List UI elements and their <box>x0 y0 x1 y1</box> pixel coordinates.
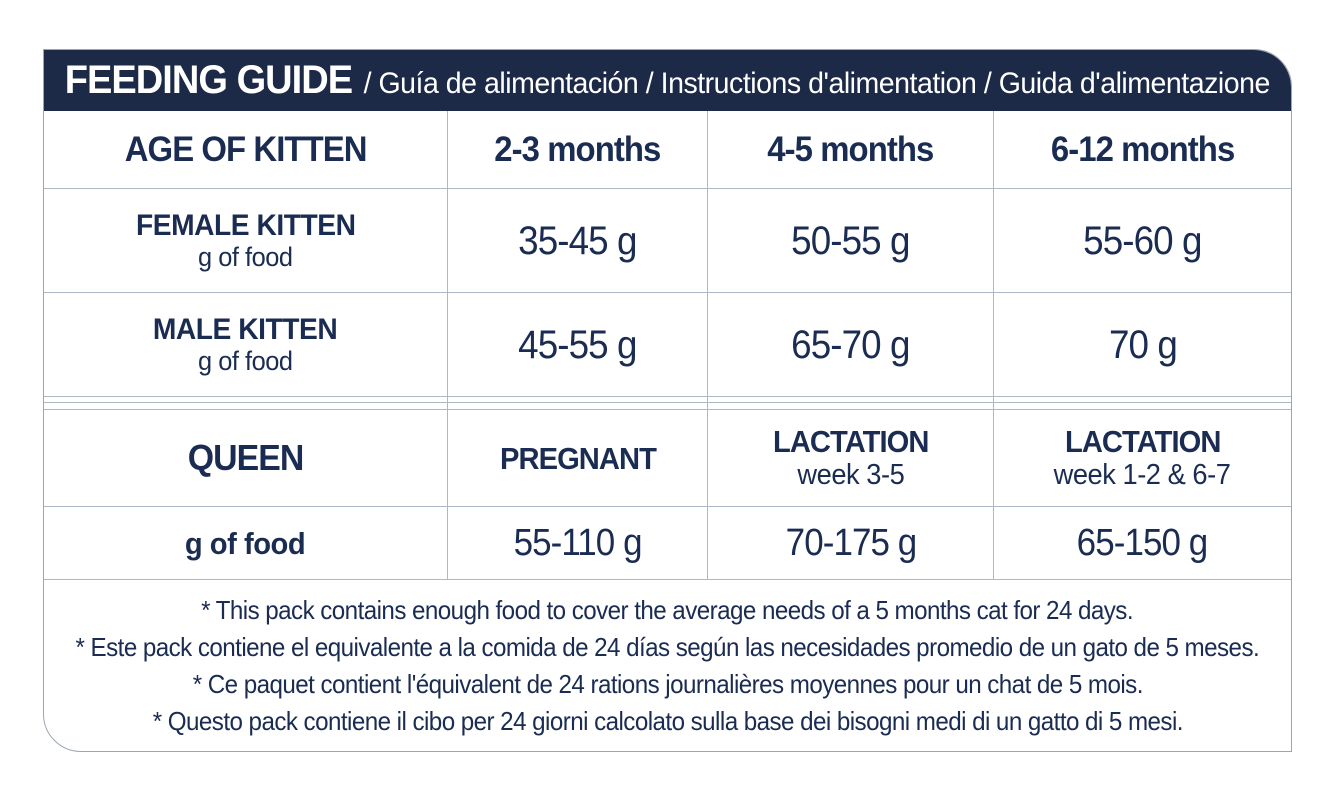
queen-food-value-cell: 65-150 g <box>992 507 1291 579</box>
age-column-label: 2-3 months <box>494 130 662 169</box>
female-kitten-value-cell: 55-60 g <box>992 189 1291 292</box>
female-kitten-value-cell: 50-55 g <box>707 189 993 292</box>
female-kitten-value-cell: 35-45 g <box>446 189 708 292</box>
male-kitten-value-cell: 65-70 g <box>707 293 993 396</box>
feeding-guide-label: FEEDING GUIDE / Guía de alimentación / I… <box>43 49 1292 752</box>
header-subtitle: / Guía de alimentación / Instructions d'… <box>363 67 1271 100</box>
food-amount-value: 55-110 g <box>513 522 643 564</box>
pregnant-label: PREGNANT <box>499 440 657 476</box>
footnotes-section: * This pack contains enough food to cove… <box>44 579 1291 751</box>
header-title: FEEDING GUIDE <box>64 58 353 102</box>
lactation-week-sublabel: week 1-2 & 6-7 <box>1054 459 1231 491</box>
food-amount-value: 70-175 g <box>785 522 917 564</box>
age-column-label: 4-5 months <box>767 130 935 169</box>
footnote-en: * This pack contains enough food to cove… <box>201 594 1134 625</box>
header-text: FEEDING GUIDE / Guía de alimentación / I… <box>64 58 1271 103</box>
age-of-kitten-header-cell: AGE OF KITTEN <box>44 111 447 188</box>
queen-food-value-cell: 55-110 g <box>446 507 708 579</box>
lactation-week-3-5-cell: LACTATION week 3-5 <box>707 410 993 506</box>
footnote-es: * Este pack contiene el equivalente a la… <box>75 631 1260 662</box>
food-amount-value: 45-55 g <box>518 322 637 367</box>
header-band: FEEDING GUIDE / Guía de alimentación / I… <box>44 50 1291 111</box>
age-header-row: AGE OF KITTEN 2-3 months 4-5 months 6-12… <box>44 111 1291 188</box>
male-kitten-header-cell: MALE KITTEN g of food <box>44 293 447 396</box>
age-column-label: 6-12 months <box>1050 130 1235 169</box>
g-of-food-header-cell: g of food <box>44 507 447 579</box>
female-kitten-header-cell: FEMALE KITTEN g of food <box>44 189 447 292</box>
food-amount-value: 55-60 g <box>1083 218 1202 263</box>
female-kitten-row: FEMALE KITTEN g of food 35-45 g 50-55 g … <box>44 188 1291 292</box>
lactation-label: LACTATION <box>772 424 929 459</box>
male-kitten-value-cell: 70 g <box>992 293 1291 396</box>
male-kitten-value-cell: 45-55 g <box>446 293 708 396</box>
lactation-week-1-2-6-7-cell: LACTATION week 1-2 & 6-7 <box>992 410 1291 506</box>
food-amount-value: 35-45 g <box>518 218 637 263</box>
footnote-it: * Questo pack contiene il cibo per 24 gi… <box>152 705 1183 736</box>
divider-cell <box>44 397 447 409</box>
food-amount-value: 70 g <box>1108 322 1177 367</box>
queen-food-value-cell: 70-175 g <box>707 507 993 579</box>
divider-cell <box>446 397 708 409</box>
age-column-4-5-months: 4-5 months <box>707 111 993 188</box>
section-divider <box>44 396 1291 410</box>
age-column-2-3-months: 2-3 months <box>446 111 708 188</box>
g-of-food-label: g of food <box>185 525 306 561</box>
food-amount-value: 50-55 g <box>791 218 910 263</box>
female-kitten-sublabel: g of food <box>198 241 293 272</box>
queen-header-cell: QUEEN <box>44 410 447 506</box>
food-amount-value: 65-70 g <box>791 322 910 367</box>
male-kitten-row: MALE KITTEN g of food 45-55 g 65-70 g 70… <box>44 292 1291 396</box>
lactation-week-sublabel: week 3-5 <box>797 459 905 491</box>
queen-header-row: QUEEN PREGNANT LACTATION week 3-5 LACTAT… <box>44 410 1291 506</box>
female-kitten-label: FEMALE KITTEN <box>135 208 356 242</box>
age-column-6-12-months: 6-12 months <box>992 111 1291 188</box>
footnote-fr: * Ce paquet contient l'équivalent de 24 … <box>192 668 1143 699</box>
pregnant-column-cell: PREGNANT <box>446 410 708 506</box>
divider-cell <box>992 397 1291 409</box>
divider-cell <box>707 397 993 409</box>
age-of-kitten-label: AGE OF KITTEN <box>124 130 367 169</box>
male-kitten-sublabel: g of food <box>198 345 293 376</box>
queen-label: QUEEN <box>187 437 305 478</box>
food-amount-value: 65-150 g <box>1077 522 1209 564</box>
queen-food-row: g of food 55-110 g 70-175 g 65-150 g <box>44 506 1291 579</box>
lactation-label: LACTATION <box>1064 424 1221 459</box>
male-kitten-label: MALE KITTEN <box>153 312 338 346</box>
